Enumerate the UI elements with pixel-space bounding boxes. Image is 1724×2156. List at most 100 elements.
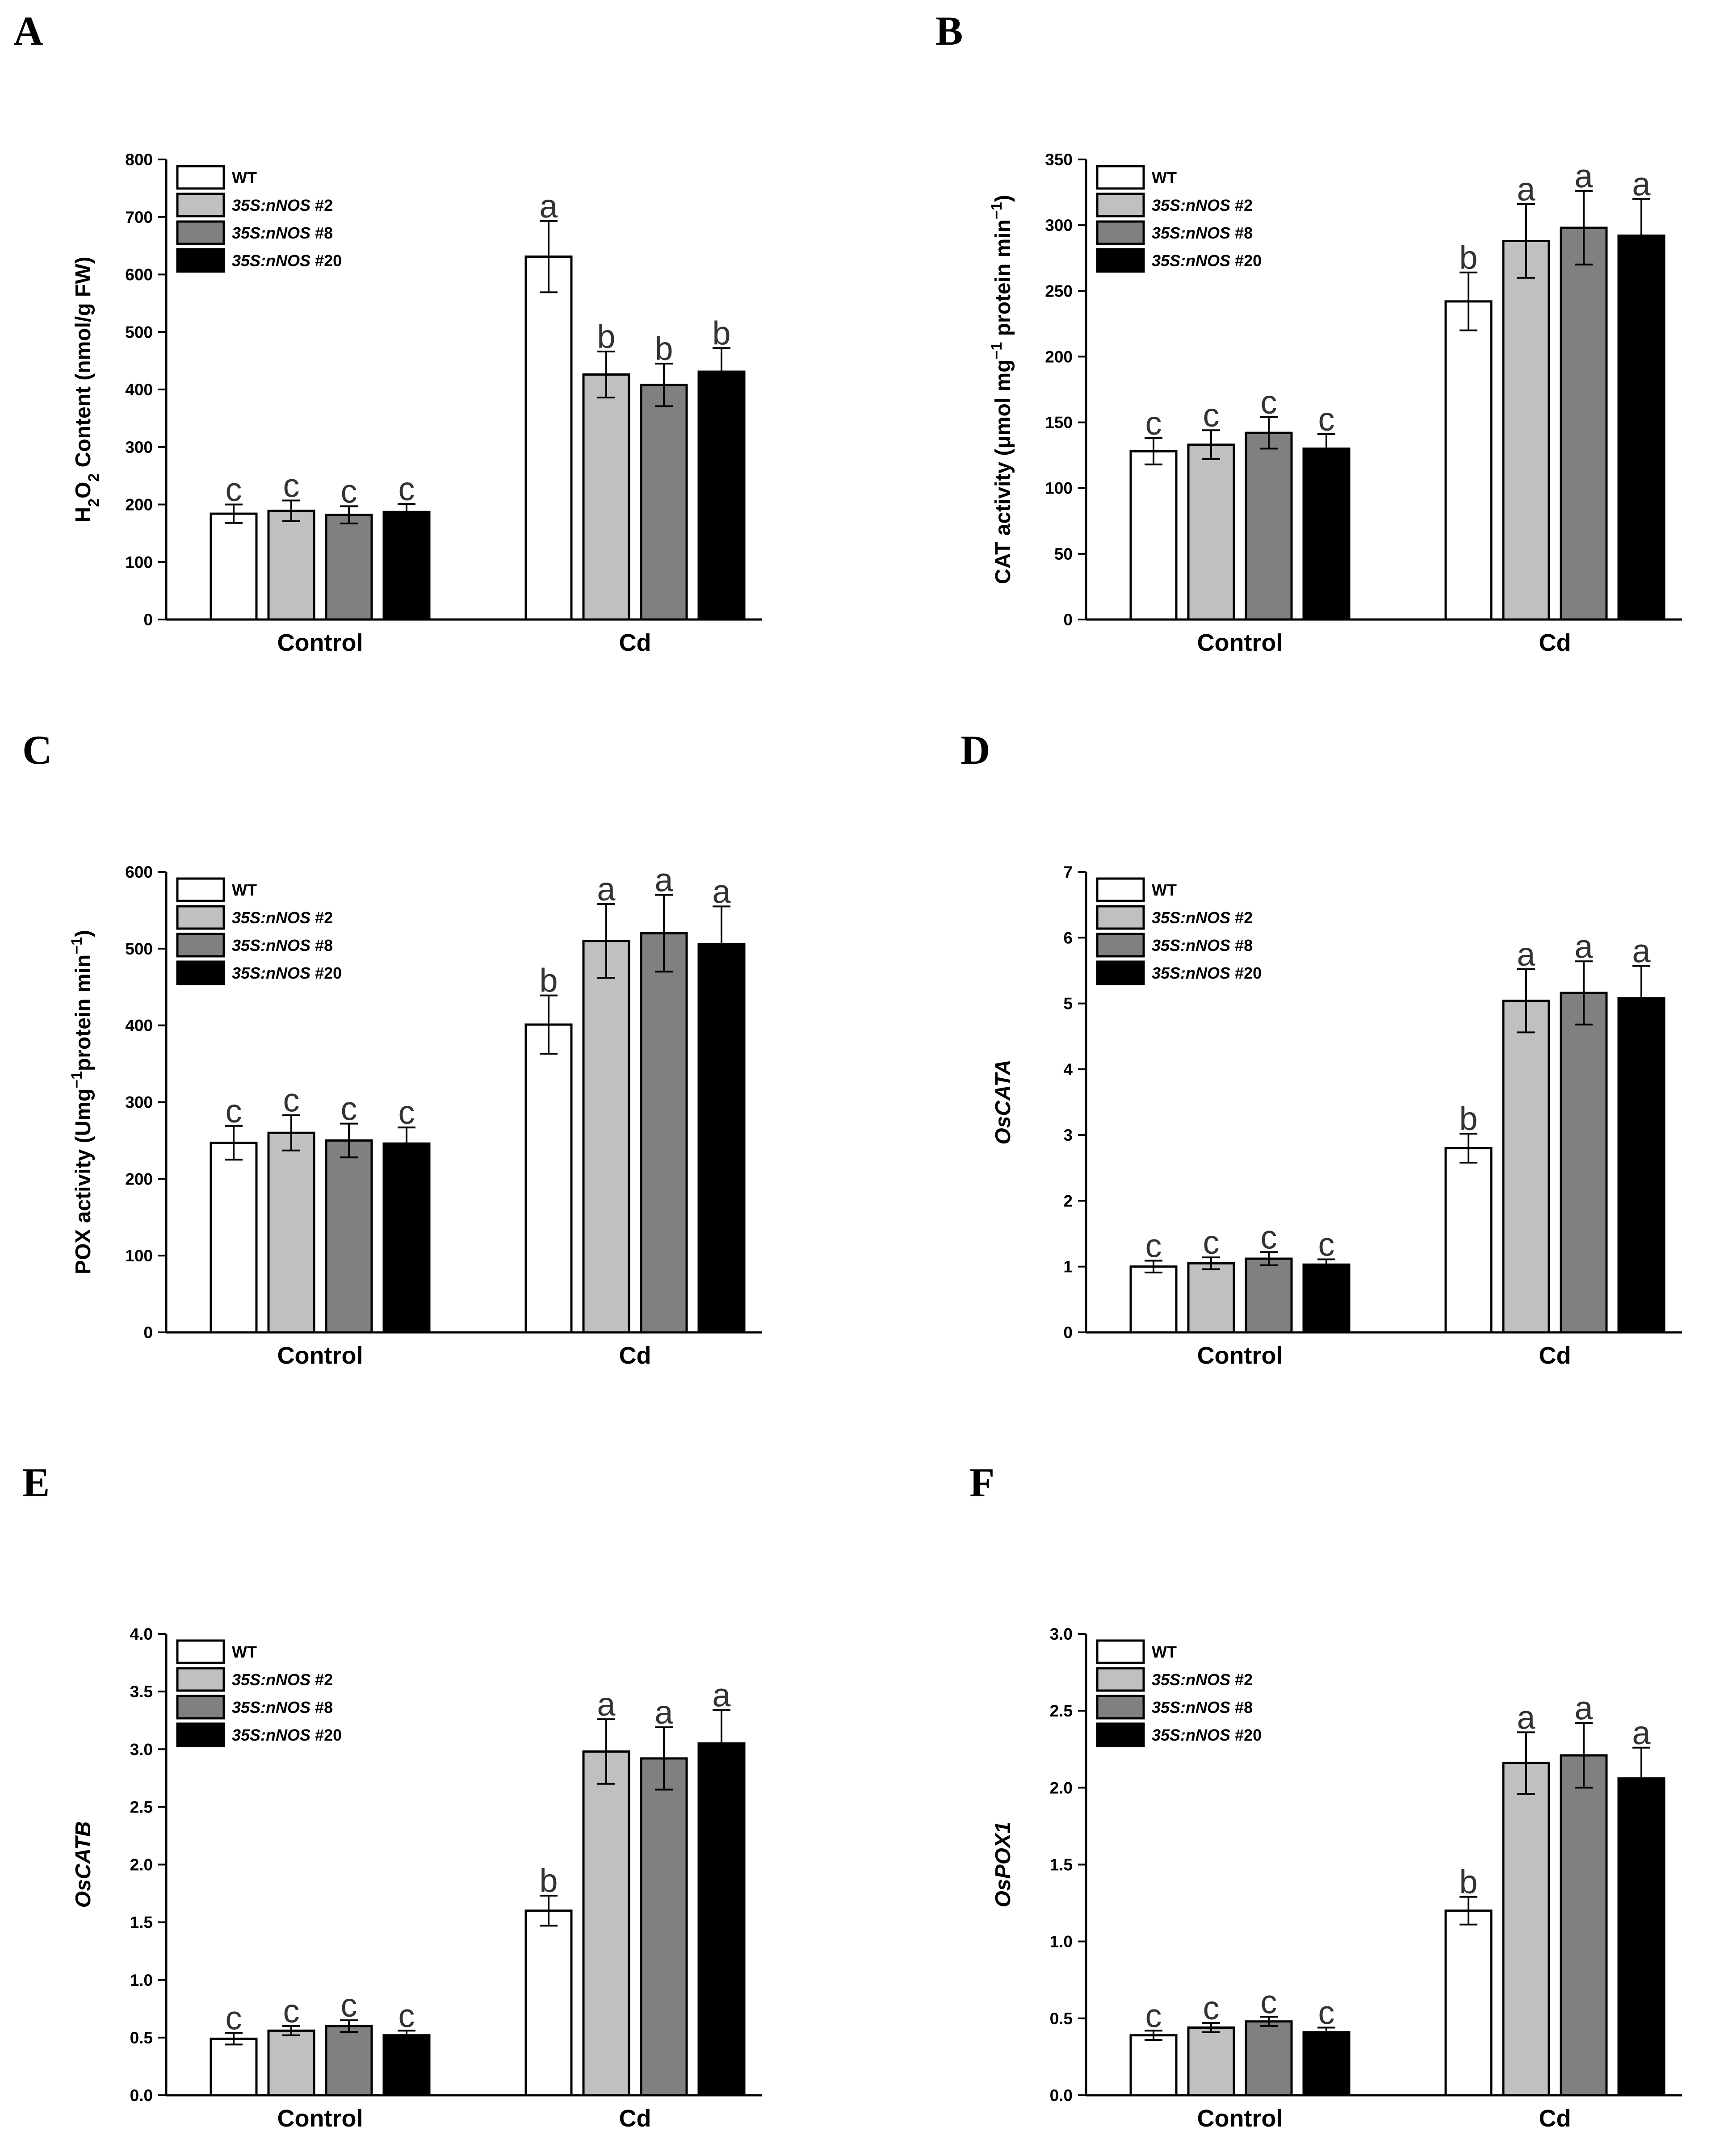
legend-label: 35S:nNOS #8: [1152, 224, 1253, 242]
legend-swatch: [1096, 248, 1145, 273]
category-label: Control: [1197, 629, 1283, 656]
y-axis-label-part: CAT activity (μmol mg: [991, 359, 1015, 584]
bar-cd-4: [697, 943, 746, 1334]
panel-label: E: [22, 1460, 50, 1505]
legend-label-prefix: WT: [232, 168, 257, 187]
significance-letter: c: [1318, 401, 1335, 438]
significance-letter: a: [1517, 936, 1535, 973]
category-label: Control: [277, 1342, 363, 1369]
y-tick-label: 200: [125, 496, 153, 514]
legend-label-prefix: 35S:nNOS: [1152, 196, 1230, 214]
legend-label-suffix: #2: [310, 196, 333, 214]
bar-cd-1: [1444, 300, 1493, 621]
legend-label-prefix: 35S:nNOS: [1152, 224, 1230, 242]
y-tick-label: 6: [1063, 929, 1073, 947]
significance-letter: a: [712, 1676, 731, 1713]
y-tick-label: 3.0: [1050, 1625, 1073, 1643]
y-tick-label: 0: [143, 1323, 153, 1342]
legend-label: 35S:nNOS #8: [232, 1698, 333, 1716]
legend-swatch: [1096, 877, 1145, 902]
significance-letter: c: [1145, 1997, 1162, 2034]
legend-swatch: [176, 1639, 225, 1664]
significance-letter: a: [1517, 171, 1535, 208]
legend-label-prefix: 35S:nNOS: [1152, 964, 1230, 982]
legend-label: WT: [1152, 168, 1177, 187]
significance-letter: a: [1574, 928, 1593, 965]
y-tick-label: 1.5: [130, 1913, 153, 1932]
bar-cd-2: [1502, 1762, 1550, 2097]
legend-swatch: [176, 905, 225, 930]
significance-letter: b: [1459, 239, 1477, 276]
significance-letter: c: [226, 2000, 242, 2037]
legend-swatch: [1096, 1667, 1145, 1692]
bar-control-4: [382, 1142, 431, 1334]
y-tick-label: 100: [125, 1247, 153, 1265]
bar-control-4: [1302, 1263, 1351, 1334]
bar-cd-3: [640, 384, 688, 621]
y-tick-label: 1.0: [130, 1971, 153, 1989]
legend-swatch: [176, 165, 225, 190]
legend-swatch: [176, 1722, 225, 1747]
y-tick-label: 4.0: [130, 1625, 153, 1643]
y-axis-label-part: OsCATA: [991, 1059, 1015, 1144]
bar-control-2: [267, 2029, 315, 2097]
y-tick-label: 150: [1045, 414, 1073, 432]
significance-letter: b: [539, 1862, 558, 1899]
legend-label-suffix: #2: [1230, 908, 1253, 927]
legend-swatch: [1096, 1639, 1145, 1664]
category-label: Cd: [1539, 629, 1571, 656]
y-tick-label: 2.5: [130, 1798, 153, 1816]
bar-cd-1: [524, 1909, 573, 2097]
significance-letter: c: [1145, 405, 1162, 442]
legend-label-prefix: 35S:nNOS: [1152, 1698, 1230, 1716]
y-axis-label-part: Content (nmol/g FW): [71, 256, 95, 473]
legend-label-prefix: WT: [1152, 881, 1177, 899]
significance-letter: c: [341, 1987, 357, 2024]
bar-cd-2: [1502, 239, 1550, 621]
significance-letter: c: [1261, 1218, 1277, 1256]
y-axis-label: H2O2 Content (nmol/g FW): [71, 256, 102, 522]
y-tick-label: 400: [125, 1017, 153, 1035]
panel-label: B: [935, 8, 963, 54]
bar-control-3: [325, 514, 373, 621]
legend-label: 35S:nNOS #20: [232, 964, 342, 982]
bar-cd-1: [1444, 1147, 1493, 1334]
y-tick-label: 2.0: [1050, 1779, 1073, 1797]
bar-cd-2: [1502, 1000, 1550, 1334]
y-tick-label: 0.5: [1050, 2009, 1073, 2028]
legend-swatch: [1096, 165, 1145, 190]
legend-label-prefix: 35S:nNOS: [1152, 1670, 1230, 1689]
bar-control-1: [1129, 1265, 1178, 1334]
bar-control-1: [210, 1142, 258, 1334]
significance-letter: a: [1632, 165, 1651, 202]
bar-control-3: [325, 1139, 373, 1334]
bar-cd-3: [640, 932, 688, 1334]
legend-label-prefix: 35S:nNOS: [232, 936, 310, 955]
significance-letter: a: [1632, 933, 1651, 970]
significance-letter: c: [398, 470, 415, 507]
legend-label-prefix: 35S:nNOS: [232, 1726, 310, 1744]
y-tick-label: 100: [1045, 479, 1073, 498]
legend-label-prefix: 35S:nNOS: [232, 224, 310, 242]
bar-control-3: [1245, 2020, 1293, 2097]
legend-swatch: [1096, 193, 1145, 218]
legend-swatch: [1096, 933, 1145, 958]
legend-swatch: [176, 960, 225, 985]
y-axis-label-part: 2: [85, 498, 102, 507]
y-tick-label: 1.5: [1050, 1856, 1073, 1874]
bar-control-1: [1129, 450, 1178, 621]
significance-letter: b: [539, 962, 558, 999]
y-tick-label: 2.5: [1050, 1702, 1073, 1720]
panel-label: A: [13, 8, 43, 54]
y-tick-label: 350: [1045, 151, 1073, 169]
legend-label-prefix: 35S:nNOS: [232, 908, 310, 927]
bar-control-2: [267, 510, 315, 621]
y-tick-label: 7: [1063, 863, 1073, 881]
legend-label-suffix: #8: [310, 1698, 333, 1716]
significance-letter: b: [712, 314, 730, 352]
y-tick-label: 250: [1045, 282, 1073, 300]
bar-cd-1: [524, 255, 573, 621]
legend-label: 35S:nNOS #8: [232, 224, 333, 242]
